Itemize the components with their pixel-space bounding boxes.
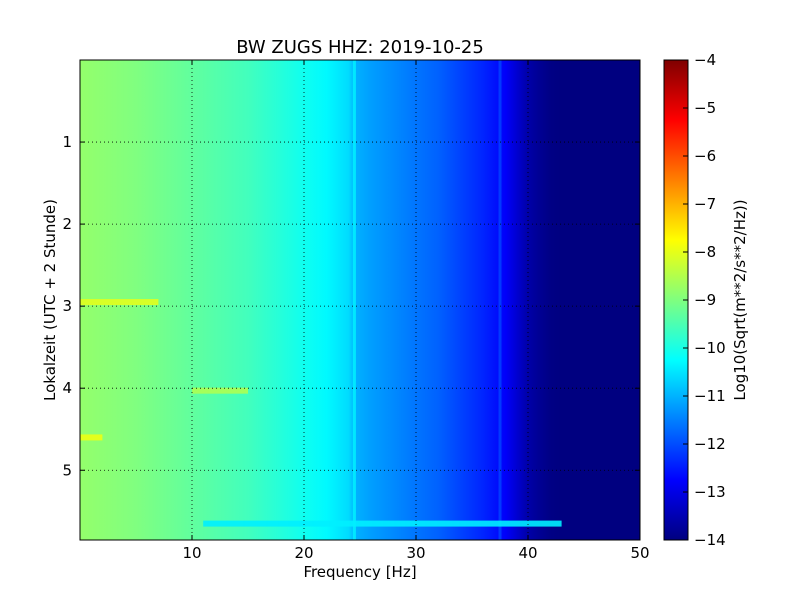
y-tick-label: 5 <box>62 461 72 479</box>
colorbar-tick-label: −5 <box>694 99 716 117</box>
colorbar-tick-label: −7 <box>694 195 716 213</box>
chart-title: BW ZUGS HHZ: 2019-10-25 <box>236 37 484 58</box>
x-tick-label: 10 <box>182 544 201 562</box>
y-axis-label: Lokalzeit (UTC + 2 Stunde) <box>41 199 59 401</box>
x-axis-ticks: 10 20 30 40 50 <box>182 60 650 562</box>
spectral-line-0 <box>352 60 356 540</box>
colorbar-tick-label: −4 <box>694 51 716 69</box>
x-tick-label: 40 <box>518 544 537 562</box>
plot-frame <box>79 59 641 541</box>
y-tick-label: 2 <box>62 215 72 233</box>
colorbar-tick-label: −9 <box>694 291 716 309</box>
y-tick-label: 1 <box>62 133 72 151</box>
x-tick-label: 20 <box>294 544 313 562</box>
colorbar-tick-label: −12 <box>694 435 726 453</box>
colorbar-tick-label: −14 <box>694 531 726 549</box>
burst-2 <box>80 299 159 306</box>
x-tick-label: 30 <box>406 544 425 562</box>
colorbar-ticks: −4 −5 −6 −7 −8 −9 −10 −11 −12 −13 −14 <box>683 51 726 549</box>
spectrogram-features <box>80 60 562 540</box>
colorbar-tick-label: −10 <box>694 339 726 357</box>
y-tick-label: 3 <box>62 297 72 315</box>
burst-4 <box>80 434 103 441</box>
spectral-line-1 <box>498 60 502 540</box>
colorbar-tick-label: −8 <box>694 243 716 261</box>
y-tick-label: 4 <box>62 379 72 397</box>
spectrogram-plot-area <box>80 60 640 540</box>
colorbar-tick-label: −13 <box>694 483 726 501</box>
burst-5 <box>203 520 562 527</box>
spectrogram-background <box>80 60 640 540</box>
x-axis-label: Frequency [Hz] <box>303 563 416 581</box>
burst-3 <box>192 387 248 394</box>
colorbar-tick-label: −6 <box>694 147 716 165</box>
x-tick-label: 50 <box>630 544 649 562</box>
colorbar-label: Log10(Sqrt(m**2/s**2/Hz)) <box>731 199 749 400</box>
y-axis-ticks: 1 2 3 4 5 <box>62 133 640 479</box>
colorbar-tick-label: −11 <box>694 387 726 405</box>
